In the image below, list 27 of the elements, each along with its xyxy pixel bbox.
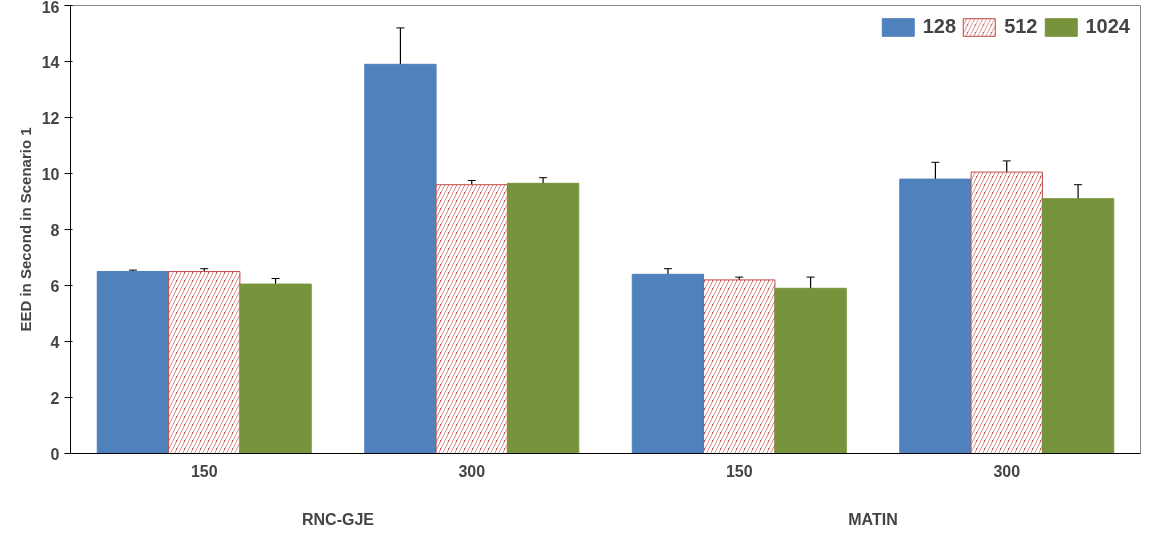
y-tick-label: 14 bbox=[41, 53, 60, 71]
legend-label: 128 bbox=[922, 15, 957, 38]
y-tick-label: 10 bbox=[41, 165, 60, 183]
legend-label: 1024 bbox=[1085, 15, 1130, 38]
y-tick-label: 2 bbox=[50, 389, 60, 407]
y-tick-label: 6 bbox=[50, 277, 60, 295]
bar bbox=[96, 271, 170, 454]
legend-label: 512 bbox=[1004, 15, 1038, 38]
text: RNC-GJE bbox=[302, 510, 375, 528]
y-axis-title: EED in Second in Scenario 1 bbox=[16, 127, 34, 332]
y-tick-label: 12 bbox=[41, 109, 60, 127]
y-tick-label: 0 bbox=[50, 445, 60, 463]
x-tick-label: 300 bbox=[993, 462, 1021, 480]
bar bbox=[239, 283, 312, 454]
bar bbox=[899, 178, 972, 454]
y-tick-label: 8 bbox=[50, 221, 60, 239]
bar bbox=[631, 273, 705, 454]
bar bbox=[774, 287, 847, 454]
bar bbox=[364, 63, 437, 454]
y-tick-label: 16 bbox=[41, 0, 60, 16]
bar bbox=[1041, 198, 1115, 454]
bar bbox=[506, 182, 580, 454]
x-tick-label: 150 bbox=[190, 462, 218, 480]
text: MATIN bbox=[848, 510, 898, 528]
x-tick-label: 150 bbox=[725, 462, 753, 480]
x-tick-label: 300 bbox=[458, 462, 486, 480]
y-tick-label: 4 bbox=[50, 333, 60, 351]
